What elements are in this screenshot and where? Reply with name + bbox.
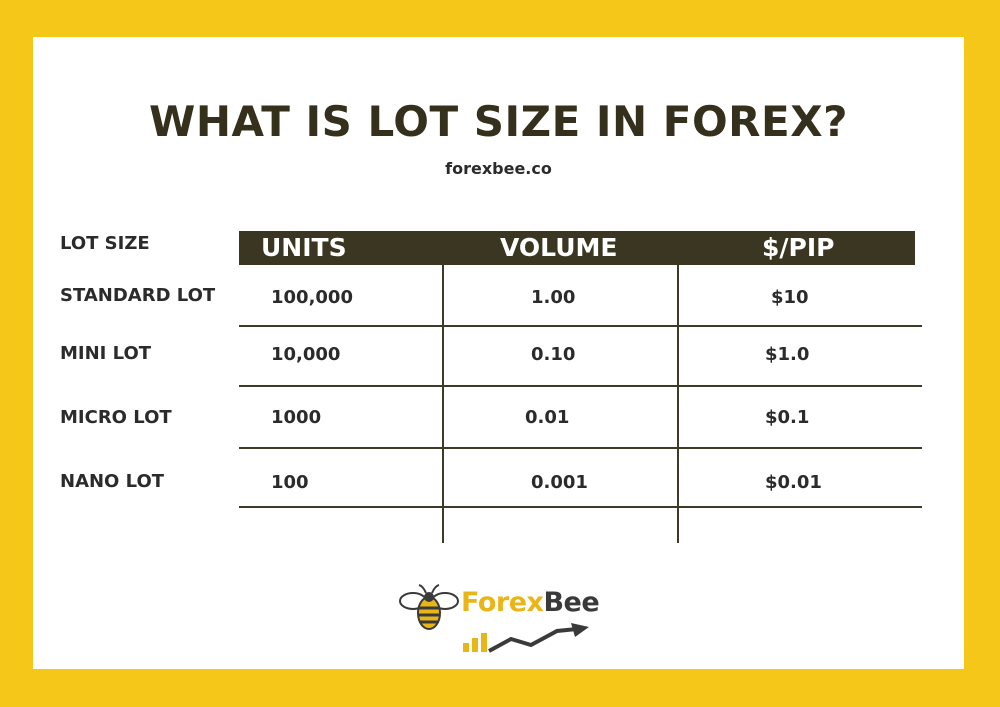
table-cell-volume: 0.10 <box>531 344 576 365</box>
bee-icon <box>399 584 459 630</box>
row-label-micro: MICRO LOT <box>60 407 172 428</box>
logo-text-bee: Bee <box>543 587 600 618</box>
table-cell-pip: $0.01 <box>765 472 822 493</box>
logo-text-forex: Forex <box>461 587 544 618</box>
lot-size-card: WHAT IS LOT SIZE IN FOREX? forexbee.co L… <box>33 37 964 669</box>
table-cell-volume: 0.01 <box>525 407 570 428</box>
forexbee-logo: ForexBee <box>399 583 600 653</box>
table-cell-pip: $0.1 <box>765 407 810 428</box>
page-title: WHAT IS LOT SIZE IN FOREX? <box>149 97 848 146</box>
table-cell-units: 100,000 <box>271 287 353 308</box>
table-cell-units: 100 <box>271 472 309 493</box>
lot-size-header: LOT SIZE <box>60 233 150 254</box>
column-divider <box>677 265 679 543</box>
table-header: UNITS VOLUME $/PIP <box>239 231 915 265</box>
row-label-standard: STANDARD LOT <box>60 285 216 306</box>
row-divider <box>239 447 922 449</box>
column-header-units: UNITS <box>261 233 347 262</box>
table-cell-units: 10,000 <box>271 344 341 365</box>
column-header-volume: VOLUME <box>500 233 618 262</box>
table-cell-volume: 0.001 <box>531 472 588 493</box>
table-cell-pip: $1.0 <box>765 344 810 365</box>
chart-arrow-icon <box>463 623 589 653</box>
column-header-pip: $/PIP <box>762 233 835 262</box>
row-divider <box>239 325 922 327</box>
table-cell-pip: $10 <box>771 287 809 308</box>
column-divider <box>442 265 444 543</box>
table-cell-volume: 1.00 <box>531 287 576 308</box>
row-divider <box>239 506 922 508</box>
row-label-nano: NANO LOT <box>60 471 165 492</box>
row-label-mini: MINI LOT <box>60 343 152 364</box>
site-url: forexbee.co <box>445 159 552 178</box>
row-divider <box>239 385 922 387</box>
logo-wordmark: ForexBee <box>461 587 600 618</box>
table-cell-units: 1000 <box>271 407 322 428</box>
